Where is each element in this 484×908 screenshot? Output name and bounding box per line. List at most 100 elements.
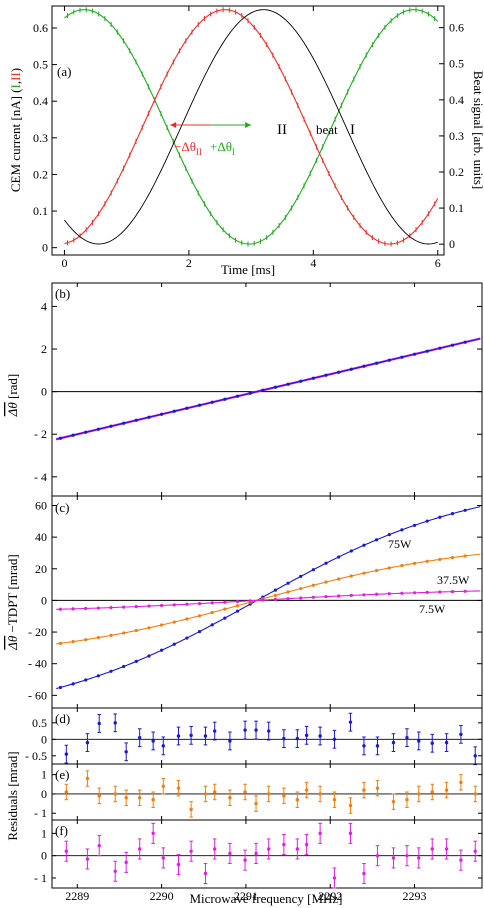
panel-c-point-37.5W	[185, 617, 189, 621]
panel-f-point	[348, 831, 353, 836]
plus-dtheta-arrow-head	[245, 122, 252, 129]
panel-a-xtick-label: 6	[435, 256, 441, 270]
panel-c-ticks: - 60 - 40 - 20 0 20 40 60	[28, 496, 482, 708]
panel-c-point-7.5W	[273, 597, 278, 601]
panel-c-point-7.5W	[223, 600, 227, 604]
panel-c-point-7.5W	[463, 589, 467, 593]
panel-e-point	[203, 792, 208, 796]
panel-b-point	[273, 385, 278, 389]
panel-a-label: (a)	[57, 64, 71, 79]
panel-c-point-37.5W	[311, 583, 315, 587]
panel-c-point-7.5W	[58, 607, 63, 611]
panel-b-point	[286, 382, 290, 386]
panel-e-point	[282, 794, 286, 798]
panel-c-point-75W	[387, 533, 391, 537]
panel-a-ytick-right-label: 0.1	[449, 201, 464, 215]
panel-e-point	[176, 786, 181, 790]
panel-a-frame	[51, 5, 445, 256]
panel-b-point	[362, 364, 366, 368]
panel-e-point	[124, 796, 128, 800]
panel-e-point	[137, 796, 142, 800]
panel-d-point	[97, 721, 101, 726]
panel-c-point-37.5W	[425, 559, 429, 563]
panel-d-frame	[51, 707, 483, 765]
panel-b-point	[197, 403, 202, 407]
panel-c-point-75W	[337, 555, 341, 559]
panel-e-point	[97, 794, 101, 798]
panel-d-point	[254, 728, 258, 732]
panel-d-point	[332, 737, 337, 741]
panel-a-curves	[64, 7, 439, 247]
panel-c-point-7.5W	[84, 606, 88, 611]
series-beat-curve	[64, 9, 438, 245]
panel-e-point	[189, 807, 193, 812]
panel-c-point-7.5W	[349, 593, 353, 598]
panel-c-point-75W	[412, 523, 417, 527]
panel-f-point	[295, 847, 300, 851]
panel-a-ytick-right-label: 0	[449, 237, 455, 251]
series-label-7.5W: 7.5W	[419, 602, 446, 616]
panel-c-point-37.5W	[197, 614, 202, 618]
panel-d-ytick-label: - 0.5	[25, 749, 47, 763]
panel-e-point	[417, 792, 421, 796]
panel-c-point-7.5W	[122, 605, 126, 609]
panel-e-point	[161, 784, 165, 788]
panel-e-point	[473, 792, 477, 796]
panel-f-point	[375, 853, 380, 858]
panel-c-point-75W	[84, 678, 88, 682]
panel-c-point-75W	[299, 574, 303, 578]
panel-e-point	[332, 798, 337, 802]
panel-b-point	[96, 427, 100, 431]
panel-d-point	[151, 739, 155, 743]
panel-d-point	[213, 729, 217, 733]
panel-f-point	[362, 871, 366, 876]
panel-b-ylabel-unit: [rad]	[5, 374, 20, 403]
panel-f-label: (f)	[55, 823, 68, 838]
panel-c-point-7.5W	[172, 603, 176, 607]
panel-c-ytick-label: - 40	[28, 657, 47, 671]
panel-c-point-75W	[450, 512, 455, 516]
panel-c-ytick-label: - 60	[28, 688, 47, 702]
panel-f-point	[176, 862, 181, 867]
panel-e-point	[151, 798, 155, 802]
panel-f-point	[97, 843, 101, 848]
panel-d-point	[444, 740, 449, 745]
panel-f: - 1 0 1 (f)	[34, 819, 483, 889]
panel-d-point	[243, 728, 247, 732]
panel-c-point-7.5W	[147, 604, 151, 608]
panel-c-point-37.5W	[172, 620, 176, 624]
panel-f-ytick-label: - 1	[34, 871, 47, 885]
panel-b-point	[438, 346, 442, 350]
panel-c-point-7.5W	[324, 595, 328, 599]
panel-f-point	[85, 857, 90, 861]
panel-d-label: (d)	[55, 711, 70, 726]
panel-c-point-75W	[425, 519, 429, 523]
panel-f-point	[391, 856, 396, 860]
panel-e-point	[85, 776, 90, 781]
panel-e-point	[295, 798, 300, 802]
panel-f-point	[405, 853, 409, 858]
panel-c-point-7.5W	[425, 590, 429, 594]
bottom-xtick-label: 2290	[150, 889, 174, 903]
panel-b-ytick-label: - 4	[34, 470, 47, 484]
panel-f-point	[417, 856, 421, 860]
panel-c-ytick-label: 40	[35, 530, 47, 544]
panel-d-point	[459, 732, 463, 737]
panel-e-ytick-label: 0	[41, 787, 47, 801]
panel-d-point	[375, 744, 380, 748]
panel-c-point-75W	[324, 561, 328, 565]
panel-d: - 0.5 0 0.5 (d)	[25, 707, 483, 766]
panel-c-point-75W	[438, 515, 442, 519]
panel-a-xlabel: Time [ms]	[221, 262, 275, 277]
panel-f-point	[151, 831, 155, 836]
panel-f-ytick-label: 0	[41, 849, 47, 863]
panel-a-ytick-right-label: 0.2	[449, 165, 464, 179]
series-I-curve	[64, 9, 439, 245]
panel-d-point	[430, 741, 434, 745]
panel-d-point	[473, 754, 477, 758]
panel-c-point-37.5W	[210, 610, 214, 615]
panel-c-point-37.5W	[299, 586, 303, 591]
panel-c-point-75W	[235, 609, 240, 613]
panel-c-point-37.5W	[96, 636, 100, 640]
